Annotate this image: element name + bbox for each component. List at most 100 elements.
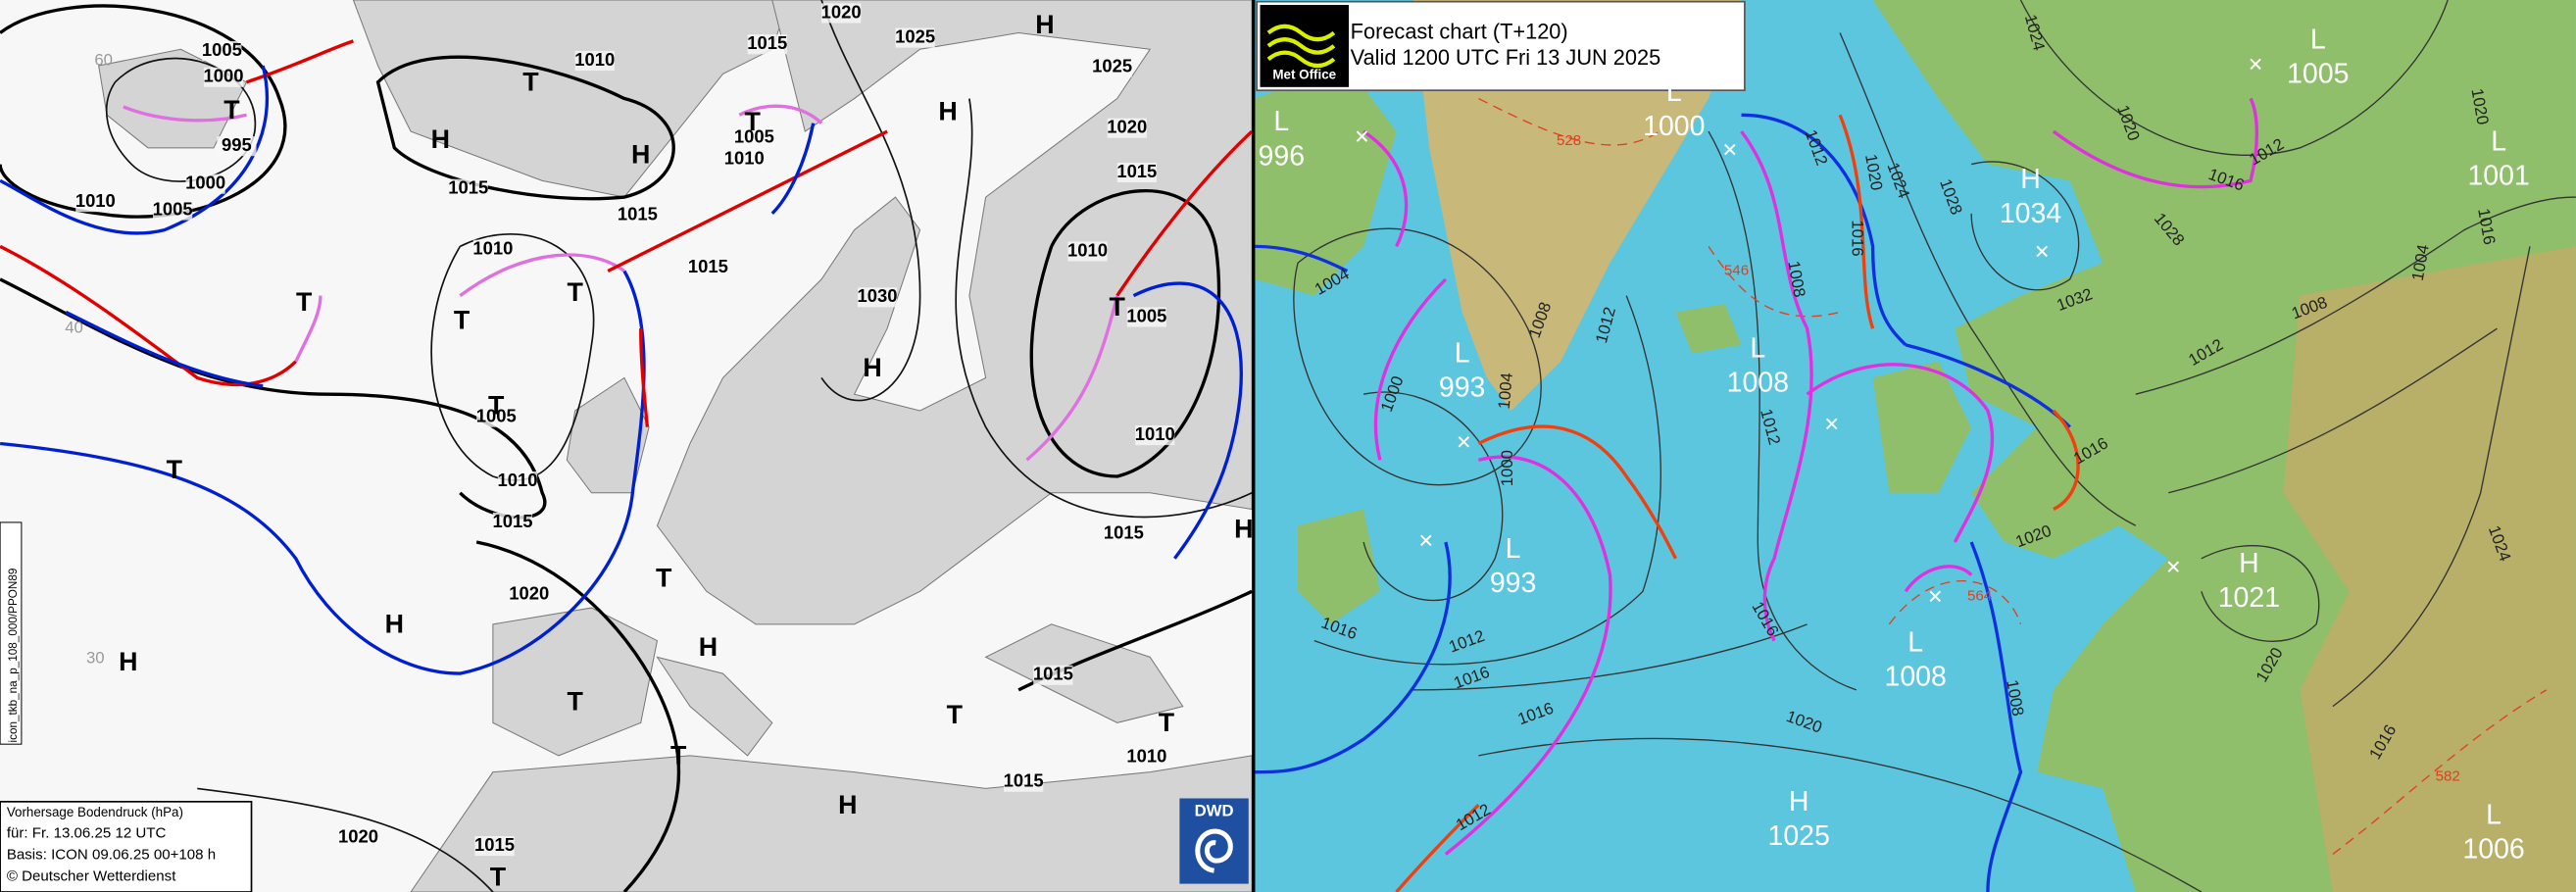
isobar-label: 1015 bbox=[1116, 161, 1157, 181]
fronts bbox=[1255, 97, 2259, 892]
isobar-label: 1010 bbox=[1126, 745, 1166, 766]
isobar-label-bg bbox=[1004, 771, 1044, 792]
isobar-label-bg bbox=[857, 287, 898, 308]
isobar-label: 1015 bbox=[492, 511, 532, 531]
isobar-label-bg bbox=[474, 836, 515, 857]
center-type: H bbox=[2239, 548, 2259, 579]
isobar-label-bg bbox=[338, 827, 378, 848]
pressure-system: T bbox=[567, 686, 583, 716]
pressure-system: H bbox=[1035, 10, 1054, 39]
isobar-label: 1010 bbox=[498, 470, 538, 490]
isobar-label-bg bbox=[1067, 241, 1108, 262]
center-type: H bbox=[1789, 786, 1809, 818]
pressure-system: H bbox=[863, 353, 881, 382]
isobar-label-bg bbox=[1135, 425, 1175, 446]
center-pressure: 1006 bbox=[2462, 834, 2524, 866]
center-type: L bbox=[1273, 106, 1289, 137]
isobar-label: 1015 bbox=[1004, 770, 1044, 791]
thickness-label: 546 bbox=[1724, 263, 1749, 279]
center-pressure: 1025 bbox=[1768, 820, 1830, 852]
center-type: L bbox=[2310, 24, 2326, 55]
pressure-system: T bbox=[744, 107, 761, 136]
center-type: L bbox=[1455, 338, 1470, 370]
isobar-label-bg bbox=[1116, 162, 1157, 183]
isobar-label-bg bbox=[574, 50, 615, 72]
thickness-label: 528 bbox=[1557, 132, 1581, 149]
isobar-label-bg bbox=[1126, 307, 1166, 327]
isobar-label: 1015 bbox=[688, 256, 728, 276]
isobar-label: 1020 bbox=[1107, 117, 1147, 137]
pressure-system: T bbox=[454, 306, 471, 335]
center-type: L bbox=[1666, 76, 1682, 108]
center-pressure: 1008 bbox=[1727, 368, 1789, 399]
isobar-label-bg bbox=[472, 239, 513, 260]
isobar-label-bg bbox=[1092, 57, 1132, 77]
isobar-label-bg bbox=[75, 192, 116, 213]
legend-title: Vorhersage Bodendruck (hPa) bbox=[7, 805, 183, 819]
pressure-system: T bbox=[296, 287, 313, 317]
isobar-label: 1005 bbox=[153, 198, 193, 219]
center-type: L bbox=[2491, 125, 2506, 157]
pressure-system: H bbox=[431, 124, 450, 154]
isobar-label: 1010 bbox=[724, 147, 765, 168]
isobar-label-bg bbox=[492, 512, 533, 532]
isobar-label: 1000 bbox=[204, 66, 244, 86]
isobar-label-bg bbox=[448, 178, 488, 199]
latitude-label: 40 bbox=[65, 319, 83, 337]
center-type: L bbox=[2486, 799, 2502, 830]
pressure-system: T bbox=[670, 741, 687, 770]
center-crosses bbox=[1356, 58, 2261, 603]
pressure-system: T bbox=[167, 455, 183, 484]
isobar-label: 1010 bbox=[574, 49, 615, 70]
legend-box bbox=[0, 800, 253, 892]
latitude-label: 60 bbox=[94, 50, 113, 69]
isobar-label: 1000 bbox=[185, 173, 225, 193]
center-pressure: 996 bbox=[1259, 140, 1306, 172]
isobar-label-bg bbox=[1033, 665, 1073, 685]
center-pressure: 993 bbox=[1490, 568, 1537, 599]
isobar-label-bg bbox=[1104, 523, 1144, 544]
pressure-system: T bbox=[567, 277, 583, 307]
pressure-system: T bbox=[656, 564, 672, 593]
pressure-system: T bbox=[947, 700, 964, 729]
isobar-label: 1025 bbox=[895, 25, 935, 46]
thickness-lines bbox=[1478, 97, 2548, 855]
fronts bbox=[0, 39, 1254, 675]
pressure-system: H bbox=[1234, 514, 1253, 543]
pressure-system: T bbox=[1159, 708, 1175, 737]
side-label: icon_tkb_na_p_108_000/PPON89 bbox=[7, 569, 20, 743]
metoffice-logo-waves bbox=[1266, 24, 1336, 69]
isobar-label: 1010 bbox=[1067, 239, 1108, 260]
isobar-label: 1005 bbox=[476, 406, 517, 426]
dwd-chart: icon_tkb_na_p_108_000/PPON89 Vorhersage … bbox=[0, 0, 1253, 892]
chart-title: Forecast chart (T+120) bbox=[1351, 19, 1568, 43]
center-type: L bbox=[1506, 533, 1521, 565]
isobar-label-bg bbox=[185, 173, 225, 194]
isobar-label: 1020 bbox=[338, 826, 378, 847]
center-pressure: 1000 bbox=[1643, 111, 1705, 142]
isobar-label-bg bbox=[152, 200, 193, 221]
isobar-label: 1015 bbox=[747, 32, 787, 53]
side-label-box bbox=[0, 521, 23, 745]
dwd-logo-swirl bbox=[1195, 828, 1233, 873]
isobar-label: 1030 bbox=[858, 285, 898, 306]
isobar-label-bg bbox=[1107, 118, 1147, 138]
chart-valid: Valid 1200 UTC Fri 13 JUN 2025 bbox=[1351, 45, 1661, 70]
pressure-system: T bbox=[488, 391, 505, 421]
isobar-label-bg bbox=[202, 40, 242, 62]
isobar-label: 1010 bbox=[472, 238, 513, 259]
pressure-system: H bbox=[631, 139, 650, 169]
pressure-system: H bbox=[938, 97, 957, 126]
pressure-system: T bbox=[522, 68, 539, 97]
isobar-label: 1015 bbox=[618, 203, 658, 223]
center-pressure: 1034 bbox=[2000, 198, 2061, 229]
isobar-label-bg bbox=[895, 27, 935, 48]
center-type: L bbox=[1750, 332, 1765, 364]
isobar-label: 1010 bbox=[1135, 423, 1175, 444]
legend-copyright: © Deutscher Wetterdienst bbox=[7, 867, 176, 884]
isobar-label: 1005 bbox=[202, 39, 242, 60]
metoffice-chart: Met Office Forecast chart (T+120) Valid … bbox=[1255, 0, 2576, 892]
isobar-label: 1005 bbox=[734, 126, 774, 147]
